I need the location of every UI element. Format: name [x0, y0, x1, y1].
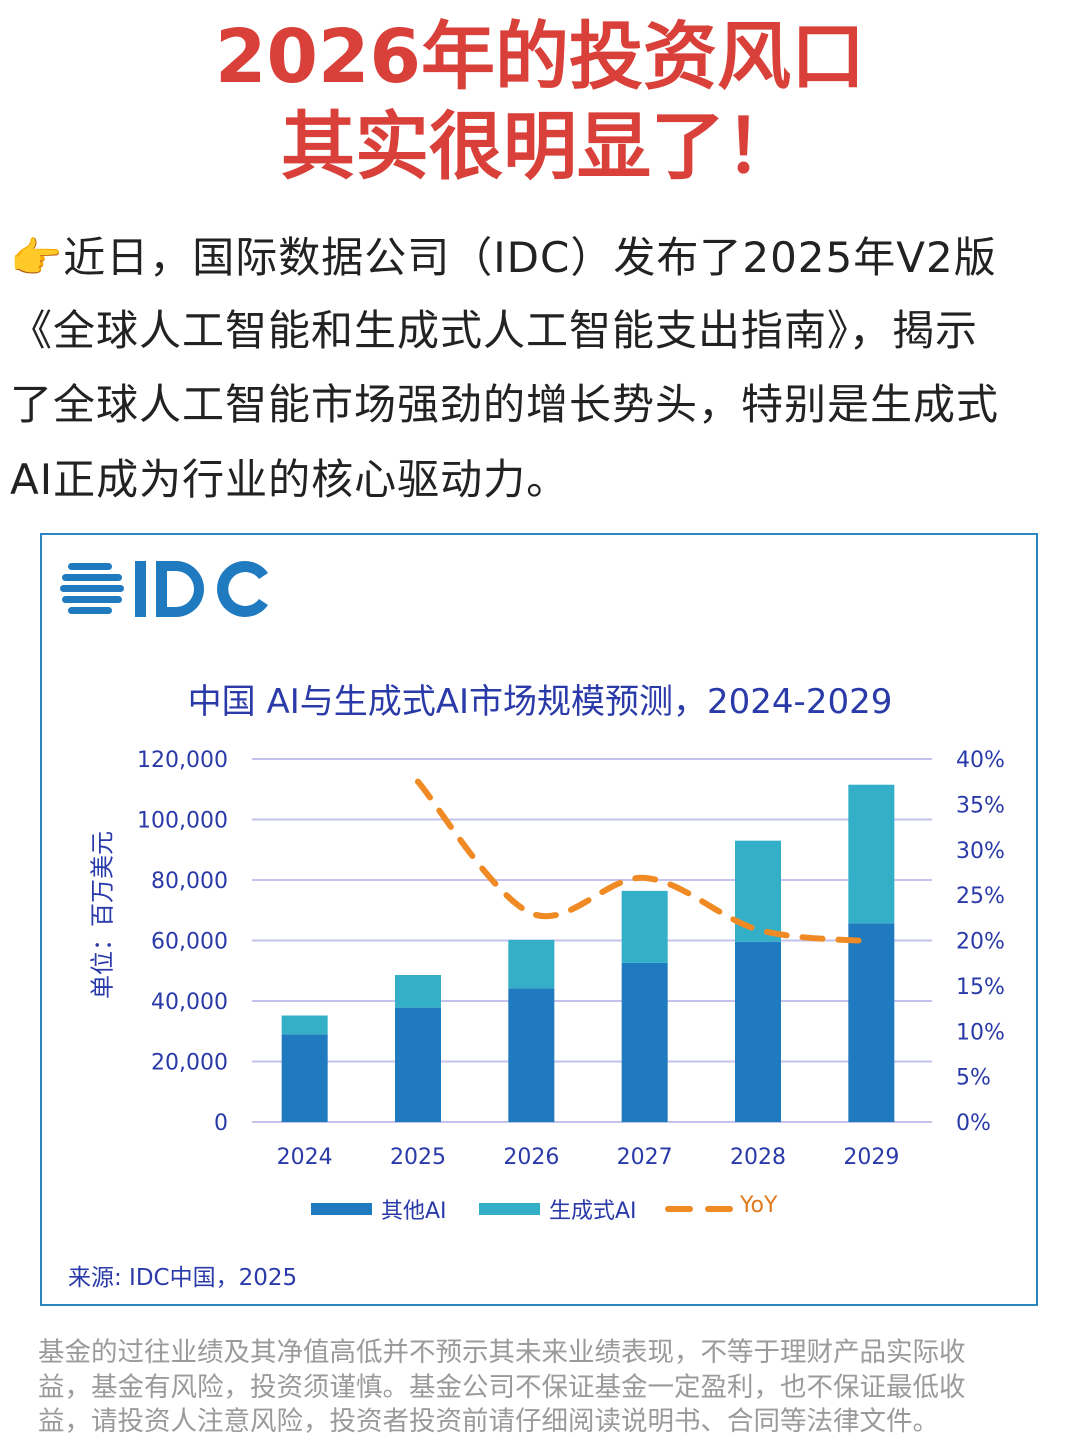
- bar-other-ai: [848, 923, 895, 1122]
- legend-label-yoy: YoY: [740, 1193, 778, 1218]
- idc-logo: [60, 561, 268, 617]
- y2-tick-label: 20%: [956, 930, 1005, 955]
- y-tick-label: 0: [214, 1111, 228, 1136]
- bar-other-ai: [508, 988, 555, 1122]
- y-tick-label: 100,000: [137, 809, 228, 834]
- yoy-line: [415, 778, 875, 945]
- legend-swatch-other-ai: [311, 1203, 372, 1215]
- bar-other-ai: [281, 1034, 328, 1122]
- y2-tick-label: 5%: [956, 1066, 991, 1091]
- y2-tick-label: 10%: [956, 1020, 1005, 1045]
- y-tick-label: 80,000: [151, 869, 228, 894]
- legend-swatch-genai: [479, 1203, 540, 1215]
- disclaimer-line-2: 益，基金有风险，投资须谨慎。基金公司不保证基金一定盈利，也不保证最低收: [38, 1372, 966, 1403]
- y-tick-label: 40,000: [151, 990, 228, 1015]
- legend-label-other-ai: 其他AI: [381, 1199, 447, 1224]
- bar-other-ai: [621, 962, 668, 1122]
- bar-generative-ai: [281, 1015, 328, 1035]
- intro-line-4: AI正成为行业的核心驱动力。: [10, 455, 570, 504]
- headline-line-2: 其实很明显了！: [281, 104, 799, 190]
- intro-line-2: 《全球人工智能和生成式人工智能支出指南》，揭示: [10, 306, 979, 355]
- bar-other-ai: [395, 1007, 441, 1122]
- y2-tick-label: 0%: [956, 1111, 991, 1136]
- chart-title: 中国 AI与生成式AI市场规模预测，2024-2029: [187, 682, 893, 722]
- y2-tick-label: 15%: [956, 975, 1005, 1000]
- disclaimer-line-1: 基金的过往业绩及其净值高低并不预示其未来业绩表现，不等于理财产品实际收: [38, 1337, 966, 1368]
- y-tick-label: 20,000: [151, 1051, 228, 1076]
- bar-generative-ai: [848, 784, 895, 924]
- x-tick-label: 2025: [390, 1145, 446, 1170]
- x-tick-label: 2026: [503, 1145, 559, 1170]
- chart-source: 来源: IDC中国，2025: [68, 1265, 298, 1291]
- bar-generative-ai: [395, 974, 441, 1008]
- x-tick-label: 2028: [730, 1145, 786, 1170]
- y2-tick-label: 30%: [956, 839, 1005, 864]
- disclaimer-line-3: 益，请投资人注意风险，投资者投资前请仔细阅读说明书、合同等法律文件。: [38, 1406, 939, 1437]
- y-tick-label: 120,000: [137, 748, 228, 773]
- y2-tick-label: 25%: [956, 884, 1005, 909]
- bar-generative-ai: [621, 890, 668, 963]
- chart-frame: [40, 533, 1038, 1306]
- bar-other-ai: [735, 941, 781, 1122]
- bar-generative-ai: [508, 939, 555, 989]
- y2-tick-label: 40%: [956, 748, 1005, 773]
- x-tick-label: 2024: [277, 1145, 333, 1170]
- y-tick-label: 60,000: [151, 930, 228, 955]
- x-tick-label: 2029: [843, 1145, 899, 1170]
- headline-line-1: 2026年的投资风口: [215, 14, 865, 100]
- y2-tick-label: 35%: [956, 793, 1005, 818]
- intro-line-1: 👉近日，国际数据公司（IDC）发布了2025年V2版: [10, 233, 997, 282]
- x-tick-label: 2027: [617, 1145, 673, 1170]
- intro-line-3: 了全球人工智能市场强劲的增长势头，特别是生成式: [10, 380, 1000, 429]
- legend-label-genai: 生成式AI: [549, 1199, 637, 1224]
